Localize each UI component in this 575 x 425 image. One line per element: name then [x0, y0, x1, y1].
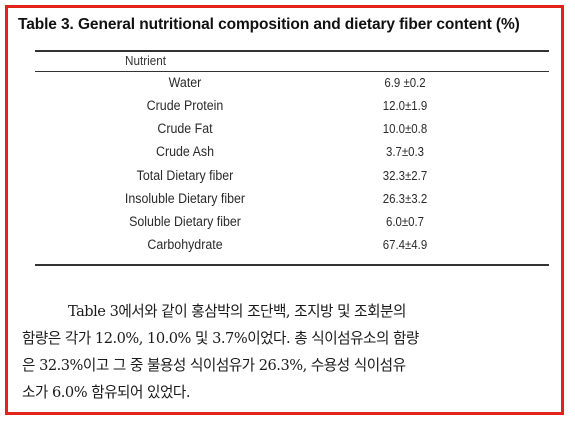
- table-row: Carbohydrate 67.4±4.9: [35, 237, 549, 259]
- body-paragraph: Table 3에서와 같이 홍삼박의 조단백, 조지방 및 조회분의 함량은 각…: [22, 298, 562, 406]
- paragraph-line: 은 32.3%이고 그 중 불용성 식이섬유가 26.3%, 수용성 식이섬유: [22, 357, 406, 374]
- nutrient-value: 10.0±0.8: [382, 121, 428, 136]
- nutrient-value: 6.0±0.7: [385, 214, 425, 229]
- table-row: Total Dietary fiber 32.3±2.7: [35, 168, 549, 190]
- table-row: Crude Fat 10.0±0.8: [35, 121, 549, 143]
- nutrient-name: Soluble Dietary fiber: [129, 214, 241, 229]
- nutrient-name: Total Dietary fiber: [136, 168, 234, 183]
- table-title: Table 3. General nutritional composition…: [18, 16, 520, 33]
- nutrient-name: Crude Protein: [146, 98, 224, 113]
- nutrient-name: Carbohydrate: [147, 237, 223, 252]
- nutrient-value: 6.9 ±0.2: [384, 75, 426, 90]
- table-bottom-rule: [35, 264, 549, 266]
- table-row: Crude Ash 3.7±0.3: [35, 144, 549, 166]
- document-frame: Table 3. General nutritional composition…: [5, 5, 564, 415]
- nutrient-name: Water: [168, 75, 202, 90]
- table-row: Crude Protein 12.0±1.9: [35, 98, 549, 120]
- table-top-rule: [35, 50, 549, 52]
- nutrient-value: 67.4±4.9: [382, 237, 428, 252]
- paragraph-line: Table 3에서와 같이 홍삼박의 조단백, 조지방 및 조회분의: [68, 303, 406, 320]
- paragraph-line: 함량은 각가 12.0%, 10.0% 및 3.7%이었다. 총 식이섬유소의 …: [22, 330, 419, 347]
- nutrient-name: Crude Ash: [155, 144, 214, 159]
- nutrient-value: 26.3±3.2: [382, 191, 428, 206]
- table-row: Water 6.9 ±0.2: [35, 75, 549, 97]
- nutrient-name: Crude Fat: [157, 121, 213, 136]
- table-row: Soluble Dietary fiber 6.0±0.7: [35, 214, 549, 236]
- nutrient-value: 12.0±1.9: [382, 98, 428, 113]
- table-header-rule: [35, 71, 549, 72]
- table-row: Insoluble Dietary fiber 26.3±3.2: [35, 191, 549, 213]
- table-header-nutrient: Nutrient: [125, 53, 166, 68]
- nutrient-name: Insoluble Dietary fiber: [124, 191, 246, 206]
- paragraph-line: 소가 6.0% 함유되어 있었다.: [22, 384, 190, 401]
- nutrient-value: 3.7±0.3: [385, 144, 425, 159]
- nutrient-value: 32.3±2.7: [382, 168, 428, 183]
